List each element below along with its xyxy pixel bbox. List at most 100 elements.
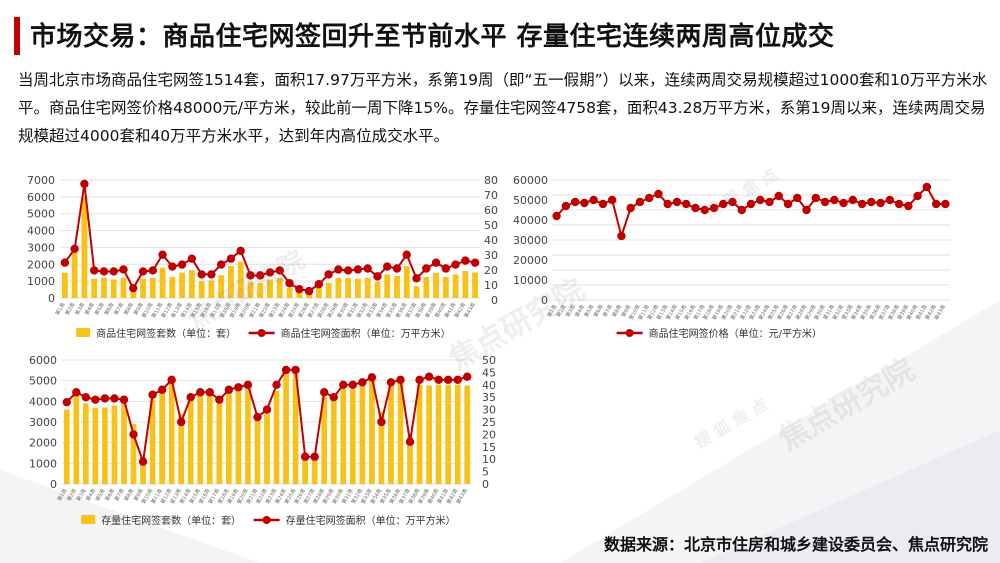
bar [276, 277, 283, 298]
data-point [281, 365, 291, 375]
title-accent-bar [14, 17, 20, 55]
y-tick-label: 6000 [29, 354, 57, 367]
bar [159, 393, 165, 484]
data-point [89, 266, 99, 275]
bar [228, 265, 234, 298]
bar [296, 292, 303, 298]
y-tick-label: 5000 [29, 375, 57, 388]
data-point [386, 378, 396, 387]
y-tick-label: 0 [491, 294, 498, 307]
y-tick-label-right: 20 [482, 428, 496, 441]
bar [369, 380, 375, 484]
data-point [470, 258, 480, 267]
y-tick-label-right: 50 [482, 354, 496, 367]
data-point [186, 393, 195, 402]
bar [311, 455, 318, 484]
data-point [463, 372, 472, 381]
bar [149, 399, 156, 484]
bar [416, 384, 423, 484]
data-point [663, 199, 672, 209]
bar [273, 391, 280, 484]
bar [110, 279, 117, 298]
y-tick-label: 3000 [27, 241, 55, 254]
y-tick-label-right: 50000 [513, 194, 548, 207]
y-tick-label-right: 10 [482, 453, 496, 466]
data-point [158, 250, 167, 259]
bar [111, 405, 118, 484]
data-point [820, 197, 830, 207]
data-point [598, 199, 608, 209]
bar [140, 457, 146, 484]
data-point [453, 375, 462, 385]
y-tick-label-right: 60000 [513, 174, 548, 187]
bar [321, 397, 328, 484]
data-point [148, 266, 157, 275]
data-point [329, 393, 338, 402]
bar [335, 277, 342, 298]
legend-label: 存量住宅网签面积（单位：万平方米） [286, 514, 456, 527]
y-tick-label-right: 40000 [513, 214, 548, 227]
y-tick-label-right: 30 [482, 404, 496, 417]
data-point [262, 405, 272, 414]
y-tick-label: 3000 [29, 416, 57, 429]
data-point [99, 267, 109, 276]
data-point [904, 201, 913, 211]
data-point [295, 284, 304, 294]
bar [388, 384, 394, 484]
y-tick-label: 1000 [29, 457, 57, 470]
data-point [431, 258, 441, 267]
bar [354, 278, 361, 298]
data-point [691, 203, 700, 213]
data-point [256, 271, 265, 280]
bar [423, 276, 430, 298]
bar [462, 271, 469, 298]
data-point [405, 437, 415, 447]
data-point [765, 197, 774, 207]
data-point [793, 193, 802, 203]
data-point [443, 375, 453, 385]
data-point [424, 372, 434, 381]
bar [364, 277, 371, 298]
data-point [168, 262, 177, 271]
y-tick-label: 40 [484, 234, 498, 247]
legend-label: 商品住宅网签套数（单位：套） [96, 327, 236, 340]
data-point [383, 262, 392, 271]
y-tick-label: 0 [48, 292, 55, 305]
data-point [129, 430, 138, 439]
data-point [392, 264, 402, 273]
data-point [561, 201, 571, 211]
bar [378, 411, 385, 484]
bar [267, 279, 273, 298]
data-point [216, 260, 226, 269]
data-point [802, 205, 811, 215]
data-point [373, 272, 382, 281]
data-point [62, 397, 71, 407]
y-tick-label-right: 0 [541, 294, 548, 307]
bar [257, 282, 264, 298]
bar [306, 293, 312, 298]
data-point [236, 246, 245, 255]
data-point [839, 198, 848, 208]
data-point [119, 395, 129, 404]
data-point [243, 380, 253, 389]
data-point [570, 197, 580, 207]
bar [359, 384, 366, 484]
bar [349, 388, 356, 484]
data-point [700, 205, 709, 215]
y-tick-label-right: 45 [482, 366, 496, 379]
bar [345, 277, 352, 298]
bar [286, 287, 293, 298]
bar [472, 272, 479, 298]
data-point [320, 388, 329, 397]
data-point [339, 380, 348, 389]
y-tick-label-right: 5 [482, 466, 489, 479]
data-point [353, 265, 363, 274]
data-point [358, 378, 367, 387]
y-tick-label-right: 30000 [513, 234, 548, 247]
data-point [285, 279, 294, 288]
y-tick-label: 4000 [29, 395, 57, 408]
bar [101, 277, 107, 298]
bar [254, 419, 261, 484]
bar [302, 455, 308, 484]
bar [403, 265, 410, 298]
